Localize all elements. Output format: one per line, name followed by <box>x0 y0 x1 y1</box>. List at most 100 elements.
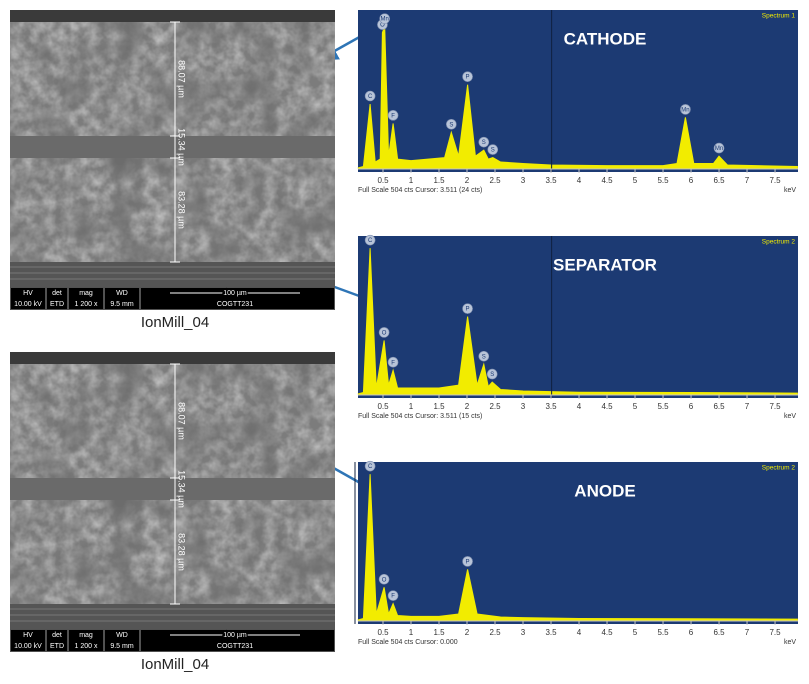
info-cell <box>46 629 68 652</box>
info-label: det <box>52 290 62 297</box>
x-tick-label: 7.5 <box>769 402 781 411</box>
chart-title: SEPARATOR <box>553 255 657 274</box>
x-axis-label: keV <box>784 639 796 646</box>
x-tick-label: 4 <box>577 628 582 637</box>
x-tick-label: 4 <box>577 176 582 185</box>
measurement: 88.07 µm <box>177 402 187 440</box>
peak-marker <box>486 368 498 380</box>
peak-marker <box>387 356 399 368</box>
footer: Full Scale 504 cts Cursor: 3.511 (15 cts… <box>358 413 482 420</box>
caption: IonMill_04 <box>141 656 209 673</box>
plot-background <box>358 462 798 624</box>
scale-cell <box>140 629 335 652</box>
peak-marker <box>713 142 725 154</box>
sample-id: COGTT231 <box>217 301 253 308</box>
plot-background <box>358 10 798 172</box>
chart-title: ANODE <box>574 481 635 500</box>
peak-label: F <box>391 360 395 366</box>
x-tick-label: 7.5 <box>769 628 781 637</box>
sample-id: COGTT231 <box>217 643 253 650</box>
info-label: HV <box>23 290 33 297</box>
spectrum-panel: 0.5 1 1.5 2 2.5 3 3.5 4 4.5 5 5.5 6 6.5 7 7.5COMnFSPSS… <box>357 10 798 194</box>
info-label: mag <box>79 632 93 639</box>
peak-marker <box>378 573 390 585</box>
x-tick-label: 4.5 <box>601 176 613 185</box>
peak-label: O <box>382 331 387 337</box>
x-tick-label: 3 <box>521 176 526 185</box>
info-value: 9.5 mm <box>110 643 134 650</box>
plot-background <box>358 236 798 398</box>
x-tick-label: 5 <box>633 176 638 185</box>
x-tick-label: 2.5 <box>489 402 501 411</box>
info-value: 1 200 x <box>75 301 98 308</box>
bottom-layer <box>10 604 335 629</box>
scale-label: 100 µm <box>223 632 247 639</box>
x-tick-label: 2 <box>465 402 470 411</box>
x-tick-label: 6.5 <box>713 402 725 411</box>
separator-layer <box>10 136 335 158</box>
info-value: ETD <box>50 301 64 308</box>
footer: Full Scale 504 cts Cursor: 3.511 (24 cts… <box>358 187 482 194</box>
x-tick-label: 6 <box>689 176 694 185</box>
x-tick-label: 7.5 <box>769 176 781 185</box>
peak-marker <box>487 144 499 155</box>
x-tick-label: 5 <box>633 628 638 637</box>
x-tick-label: 5.5 <box>657 628 669 637</box>
peak-marker <box>364 234 376 246</box>
x-tick-label: 1.5 <box>433 402 445 411</box>
measurement: 15.34 µm <box>177 128 187 166</box>
peak-marker <box>364 460 376 472</box>
peak-label: Mn <box>381 17 389 23</box>
x-tick-label: 3 <box>521 402 526 411</box>
peak-label: S <box>449 122 453 128</box>
peak-marker <box>462 303 473 314</box>
footer: Full Scale 504 cts Cursor: 0.000 <box>358 639 458 646</box>
peak-label: C <box>368 94 373 100</box>
x-tick-label: 6.5 <box>713 628 725 637</box>
info-cell <box>68 287 104 310</box>
peak-label: O <box>382 577 387 583</box>
peak-marker <box>478 350 490 362</box>
x-tick-label: 2.5 <box>489 628 501 637</box>
caption: IonMill_04 <box>141 314 209 331</box>
measurement: 88.07 µm <box>177 60 187 98</box>
x-tick-label: 0.5 <box>377 402 389 411</box>
peak-marker <box>446 118 457 130</box>
x-tick-label: 1 <box>409 402 414 411</box>
top-edge <box>10 10 335 22</box>
info-value: 10.00 kV <box>14 301 42 308</box>
x-tick-label: 2 <box>465 628 470 637</box>
peak-label: Mn <box>715 146 723 152</box>
peak-label: O <box>380 23 385 29</box>
info-cell <box>10 287 46 310</box>
peak-label: Mn <box>681 107 689 113</box>
x-tick-label: 4.5 <box>601 402 613 411</box>
x-tick-label: 2 <box>465 176 470 185</box>
x-tick-label: 2.5 <box>489 176 501 185</box>
x-tick-label: 6.5 <box>713 176 725 185</box>
x-tick-label: 6 <box>689 402 694 411</box>
peak-label: C <box>368 464 373 470</box>
spectrum-area <box>357 474 798 621</box>
scale-cell <box>140 287 335 310</box>
info-label: det <box>52 632 62 639</box>
x-tick-label: 4.5 <box>601 628 613 637</box>
bottom-layer <box>10 262 335 287</box>
peak-label: F <box>391 594 395 600</box>
peak-marker <box>478 136 490 148</box>
info-label: WD <box>116 290 128 297</box>
peak-marker <box>364 90 376 102</box>
peak-marker <box>387 110 399 121</box>
separator-layer <box>10 478 335 500</box>
info-label: mag <box>79 290 93 297</box>
measurement: 15.34 µm <box>177 470 187 508</box>
x-tick-label: 7 <box>745 176 750 185</box>
x-tick-label: 1.5 <box>433 176 445 185</box>
x-tick-label: 1.5 <box>433 628 445 637</box>
sem-image: 88.07 µm 15.34 µm 83.28 µm HV 10.00 kV det ETD… <box>10 352 335 652</box>
peak-label: P <box>466 75 470 81</box>
info-label: HV <box>23 632 33 639</box>
spectrum-panel: 0.5 1 1.5 2 2.5 3 3.5 4 4.5 5 5.5 6 6.5 7 7.5 C O F P S S SEP… <box>357 234 798 420</box>
x-tick-label: 3.5 <box>545 402 557 411</box>
